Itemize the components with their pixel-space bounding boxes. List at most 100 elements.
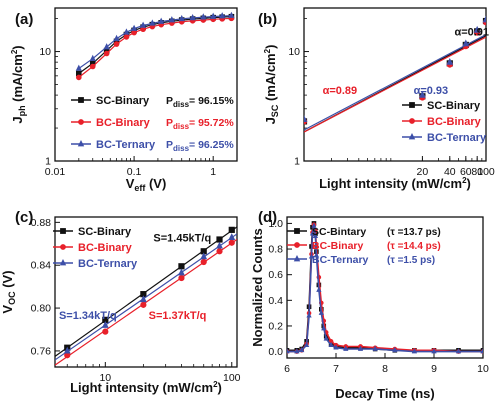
annotation: S=1.45kT/q: [153, 233, 211, 245]
x-tick-label: 0.01: [45, 166, 66, 178]
data-point: [309, 230, 316, 236]
data-point: [89, 54, 96, 62]
data-point: [139, 21, 147, 28]
data-point: [228, 11, 235, 18]
x-tick-label: 100: [223, 372, 241, 384]
legend-marker: [78, 97, 84, 103]
y-axis-label: VOC (V): [0, 270, 17, 313]
y-tick-label: 1: [294, 156, 300, 168]
x-tick-label: 10: [477, 363, 489, 375]
data-point: [418, 90, 426, 98]
data-point: [103, 43, 110, 50]
y-axis-label: Normalized Counts: [250, 228, 265, 346]
x-tick-label: 10: [99, 372, 111, 384]
legend-marker: [409, 102, 415, 108]
data-point: [178, 263, 185, 270]
legend-marker: [294, 228, 300, 234]
fit-line: [304, 34, 486, 131]
y-tick-label: 0.0: [268, 346, 283, 358]
legend-marker: [78, 119, 84, 125]
plot-area: [287, 221, 483, 354]
data-point: [131, 29, 137, 36]
y-axis-label: JSC (mA/cm2): [263, 45, 280, 125]
series-bc-binary: [55, 238, 237, 366]
data-point: [287, 348, 290, 354]
y-tick-label: 1.0: [268, 218, 283, 230]
data-point: [316, 286, 322, 292]
data-point: [321, 325, 327, 331]
data-point: [323, 335, 329, 341]
y-tick-label: 0.76: [31, 345, 52, 357]
data-point: [308, 253, 315, 259]
y-tick-label: 0.4: [268, 295, 283, 307]
data-point: [343, 345, 349, 351]
legend-label: BC-Binary: [427, 116, 482, 128]
pdiss-label: Pdiss= 95.72%: [166, 117, 234, 131]
data-point: [103, 50, 110, 57]
legend-label: BC-Ternary: [78, 258, 138, 270]
plot-area: [75, 11, 235, 81]
x-tick-label: 8: [382, 363, 388, 375]
plot-area: [55, 226, 237, 366]
legend-marker: [60, 244, 66, 250]
legend-label: SC-Bintary: [312, 226, 366, 238]
y-tick-label: 1: [45, 156, 51, 168]
series-bc-ternary: [304, 15, 486, 131]
annotation: α=0.89: [323, 85, 358, 97]
series-line: [78, 16, 232, 74]
data-point: [446, 57, 454, 65]
data-point: [357, 345, 364, 351]
x-tick-label: 0.1: [127, 166, 142, 178]
fit-line: [304, 36, 486, 133]
legend-label: BC-Ternary: [96, 139, 156, 151]
data-point: [455, 348, 462, 354]
series-bc-ternary: [287, 222, 483, 354]
y-tick-label: 0.8: [268, 244, 283, 256]
data-point: [216, 241, 223, 249]
x-axis-label: Light intensity (mW/cm2): [319, 176, 471, 191]
pdiss-label: Pdiss= 96.25%: [166, 139, 234, 153]
data-point: [392, 346, 398, 353]
panel-d: (d) 6 7 8 9 10 0.0 0.2 0.4 0.6 0.8 1.0 Decay Time (n…: [250, 209, 489, 401]
data-point: [139, 295, 147, 303]
pdiss-label: Pdiss= 96.15%: [166, 95, 234, 109]
legend-marker: [294, 242, 300, 248]
data-point: [228, 226, 235, 233]
data-point: [333, 344, 339, 350]
annotation: α=0.91: [454, 27, 489, 39]
data-point: [228, 239, 235, 246]
y-axis-label: Jph (mA/cm2): [10, 45, 27, 123]
panel-label: (c): [15, 209, 33, 226]
data-point: [294, 348, 300, 354]
data-point: [102, 328, 109, 335]
legend-marker: [408, 132, 416, 140]
data-point: [306, 312, 312, 318]
series-bc-ternary: [75, 11, 235, 71]
lifetime-label: (τ =1.5 ps): [387, 255, 435, 266]
legend-marker: [293, 254, 301, 262]
data-point: [313, 252, 320, 258]
x-axis-label: Veff (V): [126, 176, 167, 193]
panel-label: (b): [258, 11, 277, 28]
panel-c: (c) 10 100 0.76 0.80 0.84 0.88 Light intensity …: [0, 209, 241, 395]
data-point: [75, 64, 82, 71]
data-point: [372, 345, 378, 351]
lifetime-label: (τ =14.4 ps): [387, 241, 441, 252]
series-line: [287, 225, 483, 353]
data-point: [219, 12, 226, 19]
data-point: [89, 63, 96, 70]
fit-line: [55, 233, 237, 361]
y-tick-label: 0.84: [31, 260, 52, 272]
data-point: [189, 13, 196, 21]
legend-label: SC-Binary: [78, 226, 132, 238]
data-point: [113, 41, 120, 47]
data-point: [200, 258, 207, 266]
data-point: [210, 12, 217, 19]
y-tick-label: 10: [39, 46, 51, 58]
legend: SC-Binary BC-Binary BC-Ternary: [402, 100, 487, 144]
legend: SC-Binary Pdiss= 96.15% BC-Binary Pdiss= 95…: [71, 95, 234, 153]
x-axis-label: Decay Time (ns): [335, 386, 434, 401]
data-point: [76, 74, 82, 81]
legend: SC-Bintary (τ =13.7 ps) BC-Binary (τ =14.4 …: [287, 226, 441, 266]
